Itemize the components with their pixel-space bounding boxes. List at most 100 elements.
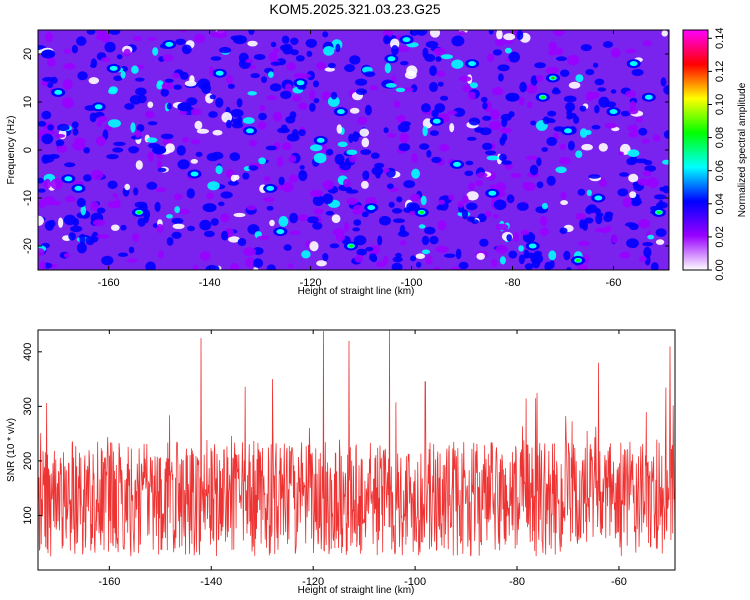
- spectrogram-cell: [72, 128, 79, 136]
- spectrogram-cell: [232, 118, 241, 125]
- spectrogram-cell: [626, 157, 637, 166]
- spectrogram-cell: [382, 168, 390, 173]
- spectrogram-cell: [177, 159, 190, 170]
- spectrogram-cell: [128, 146, 140, 154]
- spectrogram-cell: [598, 143, 608, 152]
- spectrogram-cell: [160, 133, 174, 140]
- spectrogram-cell: [455, 248, 462, 260]
- spectrogram-cell: [647, 234, 655, 240]
- spectrogram-cell: [229, 262, 240, 270]
- spectrogram-cell: [355, 78, 368, 86]
- spectrogram-cell: [498, 191, 506, 197]
- spectrogram-cell: [133, 187, 139, 196]
- spectrogram-cell: [421, 249, 431, 255]
- spectrogram-cell: [495, 244, 508, 254]
- spectrogram-cell: [270, 41, 277, 48]
- colorbar-tick-label: 0.00: [714, 259, 726, 280]
- spectrogram-cell: [299, 170, 306, 175]
- spectrogram-cell: [435, 56, 442, 62]
- spectrogram-cell: [434, 103, 446, 113]
- spectrogram-cell: [403, 180, 416, 189]
- spectrogram-cell: [371, 166, 384, 176]
- spectrogram-cell: [492, 86, 504, 96]
- y-tick-label: 300: [22, 397, 34, 415]
- spectrogram-cell: [642, 40, 652, 47]
- spectrogram-cell: [425, 41, 439, 48]
- spectrogram-cell: [291, 129, 299, 139]
- spectrogram-cell: [248, 30, 255, 35]
- spectrogram-peak: [234, 36, 246, 44]
- spectrogram-cell: [458, 30, 466, 35]
- spectrogram-cell: [173, 84, 182, 90]
- spectrogram-cell: [476, 172, 488, 179]
- spectrogram-cell: [400, 61, 409, 66]
- spectrogram-peak: [552, 77, 554, 79]
- spectrogram-cell: [449, 123, 455, 133]
- spectrogram-cell: [399, 240, 407, 246]
- spectrogram-cell: [215, 165, 223, 175]
- spectrogram-cell: [348, 153, 357, 163]
- spectrogram-cell: [565, 102, 576, 112]
- spectrogram-cell: [104, 41, 116, 53]
- spectrogram-cell: [451, 59, 464, 69]
- spectrogram-cell: [263, 176, 271, 182]
- spectrogram-cell: [327, 62, 336, 69]
- spectrogram-cell: [173, 193, 183, 201]
- spectrogram-cell: [257, 121, 267, 130]
- spectrogram-peak: [109, 65, 118, 71]
- spectrogram-cell: [468, 91, 476, 101]
- spectrogram-cell: [586, 189, 592, 196]
- spectrogram-cell: [197, 78, 211, 90]
- spectrogram-cell: [536, 181, 544, 189]
- spectrogram-cell: [415, 253, 425, 259]
- spectrogram-cell: [269, 83, 282, 92]
- spectrogram-cell: [361, 180, 369, 189]
- colorbar-tick-label: 0.04: [714, 193, 726, 214]
- spectrogram-peak: [64, 176, 73, 182]
- spectrogram-cell: [313, 152, 327, 164]
- spectrogram-peak: [204, 204, 216, 212]
- spectrogram-cell: [126, 258, 138, 263]
- spectrogram-cell: [266, 205, 274, 211]
- spectrogram-cell: [207, 181, 220, 191]
- spectrogram-peak: [74, 185, 83, 191]
- spectrogram-cell: [339, 162, 351, 171]
- spectrogram-cell: [221, 230, 229, 241]
- spectrogram-cell: [451, 35, 465, 47]
- spectrogram-cell: [186, 188, 195, 199]
- spectrogram-peak: [453, 161, 461, 167]
- spectrogram-cell: [361, 211, 369, 218]
- spectrogram-cell: [485, 150, 497, 156]
- spectrogram-cell: [55, 139, 65, 146]
- spectrogram-cell: [458, 261, 469, 270]
- spectrogram-cell: [266, 95, 277, 101]
- spectrogram-cell: [96, 30, 106, 37]
- spectrogram-cell: [452, 107, 466, 118]
- spectrogram-cell: [115, 198, 121, 209]
- spectrogram-cell: [549, 259, 555, 269]
- spectrogram-cell: [179, 30, 187, 33]
- spectrogram-cell: [492, 214, 499, 219]
- spectrogram-cell: [90, 201, 99, 212]
- spectrogram-cell: [113, 75, 123, 82]
- spectrogram-x-label: Height of straight line (km): [298, 286, 415, 297]
- snr-frame: [37, 329, 676, 571]
- spectrogram-cell: [466, 136, 477, 141]
- spectrogram-peak: [246, 128, 254, 134]
- spectrogram-cell: [242, 117, 255, 124]
- spectrogram-cell: [131, 65, 139, 74]
- spectrogram-cell: [581, 143, 593, 151]
- spectrogram-cell: [576, 264, 589, 270]
- spectrogram-cell: [282, 181, 294, 193]
- spectrogram-cell: [327, 96, 340, 107]
- spectrogram-cell: [383, 255, 389, 265]
- spectrogram-cell: [579, 105, 587, 112]
- spectrogram-cell: [285, 116, 296, 124]
- spectrogram-cell: [47, 124, 54, 131]
- spectrogram-cell: [63, 63, 76, 70]
- spectrogram-cell: [555, 56, 568, 61]
- spectrogram-cell: [662, 159, 669, 165]
- spectrogram-cell: [396, 196, 403, 203]
- spectrogram-cell: [397, 123, 410, 133]
- spectrogram-cell: [258, 157, 266, 165]
